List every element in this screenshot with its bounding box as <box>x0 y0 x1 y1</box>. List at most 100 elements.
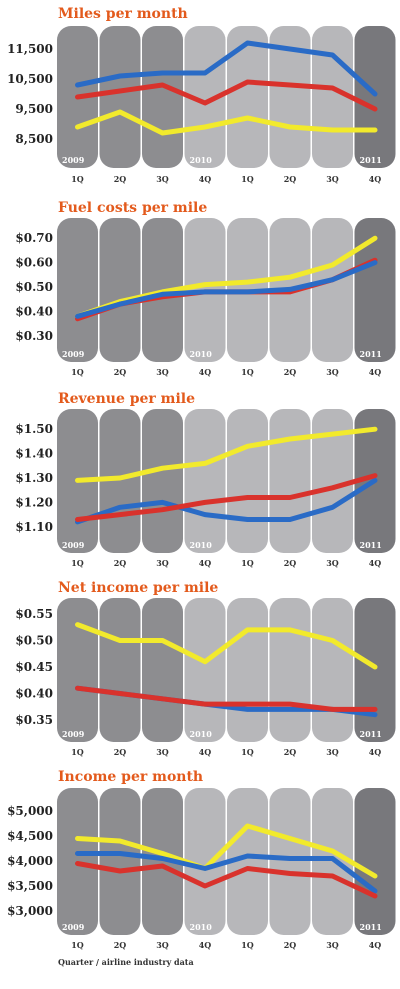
column-band <box>184 598 226 742</box>
y-tick-label: 9,500 <box>15 102 53 116</box>
x-tick-label: 2Q <box>284 747 297 757</box>
chart-panel-1: Miles per month 2009 2010 2011 8,500 9,500 10,… <box>7 6 396 184</box>
y-tick-label: $1.20 <box>15 495 53 509</box>
chart-title: Fuel costs per mile <box>58 200 207 216</box>
column-band <box>142 788 183 935</box>
x-tick-label: 2Q <box>114 367 127 377</box>
column-band <box>57 218 98 362</box>
year-label: 2009 <box>62 155 85 165</box>
column-band <box>269 26 311 168</box>
column-band <box>99 26 141 168</box>
series-line-red <box>75 861 378 899</box>
column-band <box>142 409 183 553</box>
year-label: 2010 <box>190 155 213 165</box>
year-label: 2010 <box>190 349 213 359</box>
x-tick-label: 4Q <box>369 558 382 568</box>
chart-panel-4: Net income per mile 2009 2010 2011 $0.35 $0.4… <box>15 580 396 757</box>
y-tick-label: $1.30 <box>15 471 53 485</box>
x-tick-label: 4Q <box>369 747 382 757</box>
column-band <box>142 598 183 742</box>
x-tick-label: 4Q <box>369 940 382 950</box>
x-tick-label: 4Q <box>369 174 382 184</box>
x-tick-label: 3Q <box>156 747 169 757</box>
y-tick-label: $0.70 <box>15 231 53 245</box>
year-label: 2010 <box>190 540 213 550</box>
year-label: 2010 <box>190 922 213 932</box>
x-tick-label: 1Q <box>71 940 84 950</box>
chart-panel-2: Fuel costs per mile 2009 2010 2011 $0.30 $0.4… <box>15 200 396 377</box>
x-tick-label: 1Q <box>71 747 84 757</box>
series-line-yellow <box>75 622 378 670</box>
x-tick-label: 4Q <box>199 558 212 568</box>
column-band <box>227 26 268 168</box>
y-tick-label: $0.55 <box>15 607 53 621</box>
x-tick-label: 2Q <box>114 747 127 757</box>
x-tick-label: 1Q <box>71 367 84 377</box>
footnote: Quarter / airline industry data <box>58 957 194 967</box>
year-label: 2009 <box>62 349 85 359</box>
column-band <box>184 26 226 168</box>
series-line-blue <box>75 40 378 97</box>
x-tick-label: 2Q <box>284 940 297 950</box>
year-label: 2009 <box>62 540 85 550</box>
x-tick-label: 3Q <box>156 367 169 377</box>
year-label: 2011 <box>360 155 382 165</box>
x-tick-label: 4Q <box>369 367 382 377</box>
chart-title: Income per month <box>58 769 203 785</box>
column-band <box>99 218 141 362</box>
x-tick-label: 3Q <box>326 940 339 950</box>
year-label: 2010 <box>190 729 213 739</box>
x-tick-label: 3Q <box>156 940 169 950</box>
column-band <box>354 218 396 362</box>
x-tick-label: 3Q <box>326 558 339 568</box>
y-tick-label: $0.45 <box>15 660 53 674</box>
y-tick-label: $0.35 <box>15 713 53 727</box>
x-tick-label: 2Q <box>284 174 297 184</box>
column-band <box>312 218 353 362</box>
column-band <box>184 788 226 935</box>
x-tick-label: 4Q <box>199 747 212 757</box>
x-tick-label: 3Q <box>326 367 339 377</box>
column-band <box>354 788 396 935</box>
y-tick-label: $1.50 <box>15 422 53 436</box>
column-band <box>312 409 353 553</box>
column-band <box>354 598 396 742</box>
year-label: 2011 <box>360 540 382 550</box>
x-tick-label: 2Q <box>114 174 127 184</box>
year-label: 2009 <box>62 922 85 932</box>
column-band <box>269 409 311 553</box>
year-label: 2009 <box>62 729 85 739</box>
y-tick-label: $4,000 <box>7 854 53 868</box>
x-tick-label: 1Q <box>241 367 254 377</box>
y-tick-label: $0.50 <box>15 280 53 294</box>
column-band <box>227 788 268 935</box>
y-tick-label: $0.40 <box>15 304 53 318</box>
series-line-yellow <box>75 823 378 879</box>
y-tick-label: $0.50 <box>15 633 53 647</box>
x-tick-label: 3Q <box>156 174 169 184</box>
y-tick-label: $0.40 <box>15 687 53 701</box>
x-tick-label: 4Q <box>199 940 212 950</box>
x-tick-label: 1Q <box>241 747 254 757</box>
column-band <box>269 788 311 935</box>
y-tick-label: $5,000 <box>7 804 53 818</box>
y-tick-label: $3,000 <box>7 904 53 918</box>
y-tick-label: $1.10 <box>15 520 53 534</box>
x-tick-label: 1Q <box>241 940 254 950</box>
x-tick-label: 2Q <box>114 558 127 568</box>
column-band <box>184 409 226 553</box>
x-tick-label: 1Q <box>71 558 84 568</box>
series-line-yellow <box>75 426 378 483</box>
year-label: 2011 <box>360 922 382 932</box>
chart-panel-5: Income per month 2009 2010 2011 $3,000 $3,500… <box>7 769 396 950</box>
column-band <box>57 598 98 742</box>
y-tick-label: 11,500 <box>7 42 53 56</box>
column-band <box>227 598 268 742</box>
column-band <box>354 26 396 168</box>
x-tick-label: 2Q <box>284 558 297 568</box>
column-band <box>99 788 141 935</box>
series-line-red <box>75 79 378 112</box>
series-line-blue <box>75 477 378 525</box>
column-band <box>269 598 311 742</box>
